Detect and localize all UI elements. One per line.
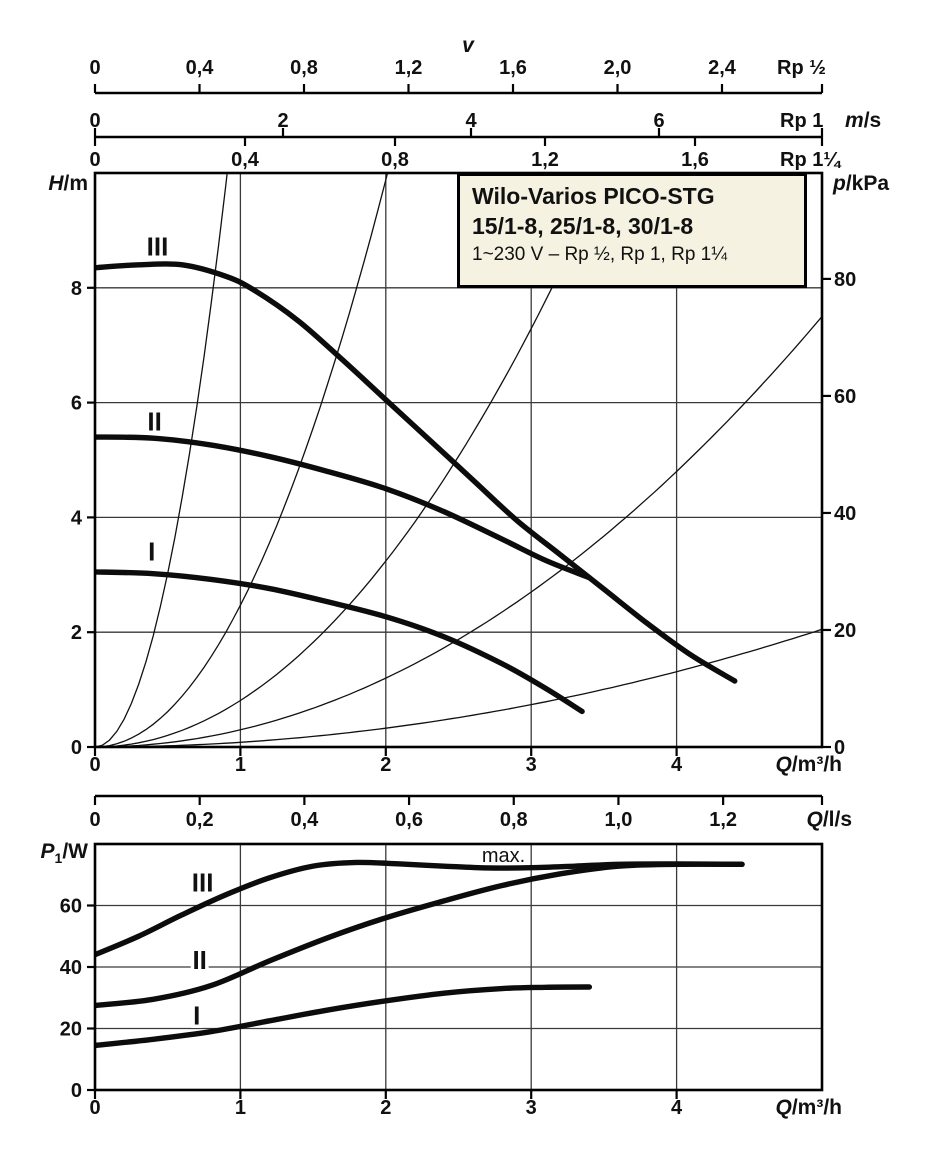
lower-flow-axis-tick-label: 2 [380, 1097, 391, 1119]
upper-chart-group [87, 171, 831, 756]
ls-axis-label: Q/l/s [806, 808, 852, 831]
head-axis-tick-label: 4 [71, 507, 83, 529]
pipe-size-label: Rp 1¼ [780, 149, 842, 171]
velocity-tick-label: 0,4 [186, 57, 215, 79]
flow-axis-tick-label: 4 [671, 754, 683, 776]
power-curve-label-I: I [193, 1000, 200, 1030]
pipe-size-label: Rp 1 [780, 110, 823, 132]
pressure-axis-label: p/kPa [832, 172, 889, 195]
head-axis-tick-label: 6 [71, 393, 82, 415]
power-curve-label-II: II [192, 945, 206, 975]
pump-curve-II-head [95, 434, 593, 581]
pump-curve-I-head [95, 569, 585, 715]
velocity-tick-label: 2 [277, 110, 288, 132]
pump-curve-label-III: III [147, 231, 169, 261]
lower-flow-axis-label: Q/m³/h [775, 1096, 842, 1119]
flow-axis-tick-label: 2 [380, 754, 391, 776]
flow-axis-tick-label: 1 [235, 754, 246, 776]
velocity-tick-label: 0,8 [290, 57, 318, 79]
pressure-axis-tick-label: 60 [834, 386, 856, 408]
system-curve [95, 316, 822, 747]
ls-axis-tick-label: 0,8 [500, 809, 528, 831]
velocity-tick-label: 4 [465, 110, 477, 132]
pump-model-variants: 15/1-8, 25/1-8, 30/1-8 [472, 213, 694, 239]
velocity-tick-label: 1,6 [499, 57, 527, 79]
head-axis-tick-label: 0 [71, 737, 82, 759]
ls-axis-tick-label: 0,6 [395, 809, 423, 831]
ls-axis-tick-label: 0,2 [186, 809, 214, 831]
power-curve-label-III: III [192, 867, 214, 897]
velocity-tick-label: 0,4 [231, 149, 260, 171]
max-curve-annotation: max. [482, 845, 525, 867]
power-axis-tick-label: 60 [60, 896, 82, 918]
pressure-axis-tick-label: 20 [834, 620, 856, 642]
pressure-axis-tick-label: 80 [834, 269, 856, 291]
pressure-axis-tick-label: 0 [834, 737, 845, 759]
lower-chart-group [87, 794, 824, 1099]
title-box: Wilo-Varios PICO-STG 15/1-8, 25/1-8, 30/… [457, 173, 807, 288]
power-curve-II [95, 861, 745, 1009]
velocity-tick-label: 0 [89, 57, 100, 79]
pipe-size-label: Rp ½ [777, 57, 826, 79]
flow-axis-tick-label: 3 [526, 754, 537, 776]
power-axis-label: P1/W [41, 840, 89, 866]
power-curve-I [95, 984, 593, 1049]
velocity-axes-group [93, 84, 824, 146]
flow-axis-tick-label: 0 [89, 754, 100, 776]
head-axis-tick-label: 2 [71, 622, 82, 644]
upper-flow-axis-label: Q/m³/h [775, 753, 842, 776]
velocity-tick-label: 1,2 [395, 57, 423, 79]
system-curve [95, 173, 389, 747]
lower-flow-axis-tick-label: 4 [671, 1097, 683, 1119]
pump-curve-label-II: II [147, 407, 161, 437]
velocity-tick-label: 1,2 [531, 149, 559, 171]
pump-curve-III-head [95, 261, 738, 684]
velocity-tick-label: 1,6 [681, 149, 709, 171]
head-axis-label: H/m [48, 172, 88, 195]
system-curve [95, 173, 607, 747]
pump-series-title: Wilo-Varios PICO-STG [472, 183, 715, 209]
ls-axis-tick-label: 1,0 [605, 809, 633, 831]
power-curves-group [95, 859, 745, 1049]
power-axis-tick-label: 0 [71, 1080, 82, 1102]
velocity-axis-title: v [462, 34, 475, 57]
system-curve [95, 628, 822, 747]
lower-flow-axis-tick-label: 1 [235, 1097, 246, 1119]
head-axis-tick-label: 8 [71, 278, 82, 300]
system-curve [95, 173, 228, 747]
velocity-unit-label: m/s [845, 109, 881, 132]
ls-axis-tick-label: 1,2 [709, 809, 737, 831]
lower-flow-axis-tick-label: 0 [89, 1097, 100, 1119]
system-curves-group [95, 173, 822, 747]
ls-axis-tick-label: 0 [89, 809, 100, 831]
velocity-tick-label: 2,0 [604, 57, 632, 79]
pressure-axis-tick-label: 40 [834, 503, 856, 525]
lower-flow-axis-tick-label: 3 [526, 1097, 537, 1119]
power-axis-tick-label: 40 [60, 957, 82, 979]
velocity-tick-label: 0 [89, 110, 100, 132]
velocity-tick-label: 0 [89, 149, 100, 171]
velocity-tick-label: 6 [653, 110, 664, 132]
power-axis-tick-label: 20 [60, 1019, 82, 1041]
pump-electrical-connection-info: 1~230 V – Rp ½, Rp 1, Rp 1¼ [472, 244, 728, 265]
pump-curves-group [95, 261, 738, 715]
pump-curve-label-I: I [148, 536, 155, 566]
ls-axis-tick-label: 0,4 [290, 809, 319, 831]
velocity-tick-label: 0,8 [381, 149, 409, 171]
velocity-tick-label: 2,4 [708, 57, 737, 79]
